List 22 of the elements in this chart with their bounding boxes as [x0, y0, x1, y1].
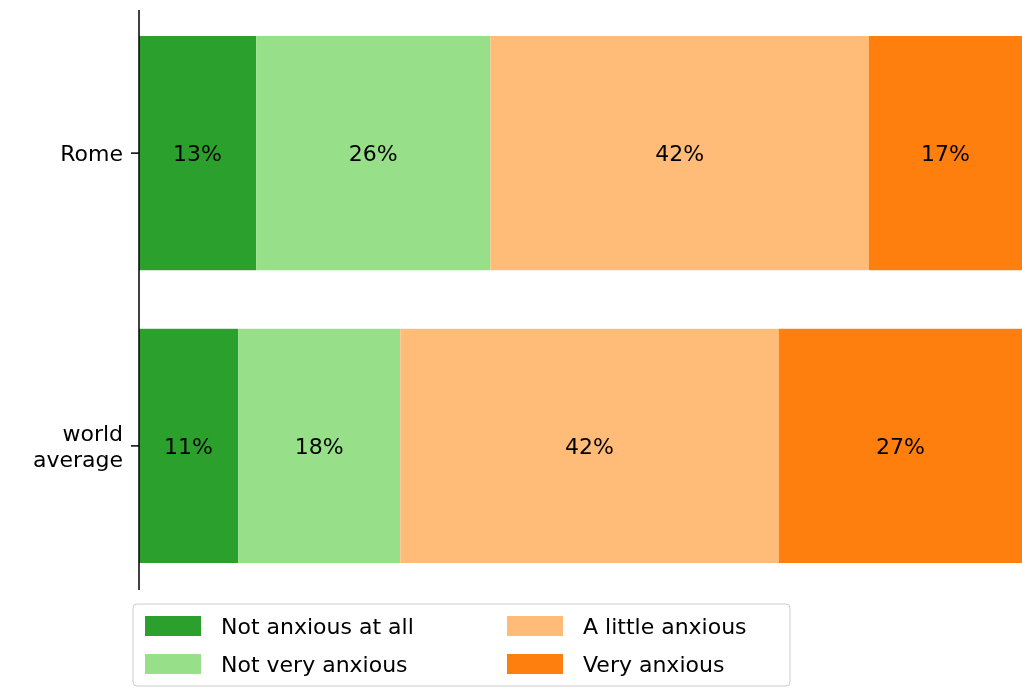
bar	[400, 328, 779, 563]
legend-label: Not very anxious	[221, 651, 408, 677]
y-tick-label: Rome	[60, 140, 123, 166]
bar	[238, 328, 401, 563]
data-label: 11%	[164, 433, 214, 459]
data-label: 27%	[875, 433, 925, 459]
data-label: 17%	[920, 140, 970, 166]
legend-label: A little anxious	[583, 613, 747, 639]
data-label: 18%	[294, 433, 344, 459]
bar	[868, 36, 1022, 271]
bar	[139, 36, 257, 271]
data-label: 26%	[348, 140, 398, 166]
bar	[139, 328, 239, 563]
data-label: 42%	[655, 140, 705, 166]
data-label: 42%	[565, 433, 614, 459]
bar	[256, 36, 491, 271]
bar	[778, 328, 1022, 563]
legend-label: Not anxious at all	[221, 613, 414, 639]
data-label: 13%	[173, 140, 223, 166]
legend-label: Very anxious	[583, 651, 725, 677]
y-tick-label: world average	[32, 420, 123, 472]
bar	[490, 36, 869, 271]
